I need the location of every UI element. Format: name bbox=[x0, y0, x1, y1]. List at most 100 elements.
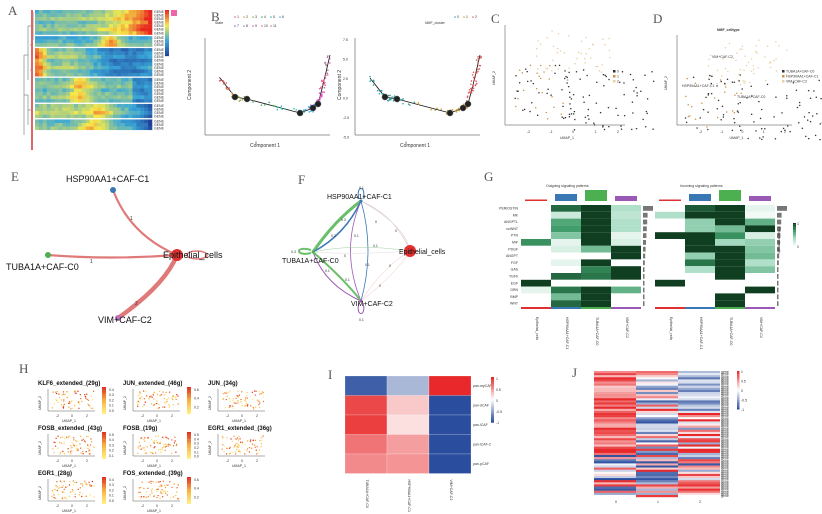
colorbar-segment bbox=[491, 388, 494, 391]
heatmap-cell bbox=[594, 385, 636, 388]
heatmap-cell bbox=[42, 43, 47, 47]
cell-point bbox=[255, 449, 257, 451]
x-tick: 2 bbox=[256, 459, 258, 463]
heatmap-cell bbox=[93, 81, 98, 86]
colorbar-segment bbox=[737, 391, 740, 394]
heatmap-cell bbox=[551, 266, 581, 273]
heatmap-cell bbox=[636, 490, 678, 493]
heatmap-cell bbox=[97, 69, 102, 74]
cell-point bbox=[407, 103, 410, 105]
heatmap-cell bbox=[74, 27, 79, 32]
column-label: HSP90AA1+CAF-C1 bbox=[407, 480, 411, 512]
heatmap-cell bbox=[678, 467, 720, 470]
heatmap-cell bbox=[77, 31, 83, 36]
heatmap-cell bbox=[148, 17, 153, 21]
row-sum-bar bbox=[643, 287, 645, 293]
cell-point bbox=[562, 117, 565, 120]
heatmap-cell bbox=[85, 92, 90, 96]
heatmap-cell bbox=[38, 84, 44, 89]
cell-point bbox=[526, 70, 528, 73]
cell-point bbox=[74, 496, 76, 498]
cell-point bbox=[173, 483, 175, 485]
column-bar bbox=[719, 190, 741, 201]
colorbar-segment bbox=[102, 405, 106, 407]
heatmap-cell bbox=[58, 81, 63, 86]
heatmap-cell bbox=[594, 440, 636, 443]
cell-point bbox=[236, 442, 238, 445]
cell-point bbox=[475, 82, 478, 85]
heatmap-cell bbox=[74, 24, 79, 28]
colorbar-segment bbox=[187, 397, 191, 400]
cell-point bbox=[692, 76, 695, 78]
heatmap-cell bbox=[54, 20, 59, 25]
heatmap-cell bbox=[109, 62, 114, 67]
cell-point bbox=[72, 480, 75, 482]
cell-point bbox=[235, 443, 237, 445]
cell-point bbox=[79, 393, 82, 396]
heatmap-cell bbox=[54, 48, 59, 52]
heatmap-cell bbox=[42, 119, 47, 124]
heatmap-cell bbox=[105, 69, 110, 74]
cell-point bbox=[163, 445, 165, 448]
cell-point bbox=[258, 403, 260, 406]
heatmap-cell bbox=[594, 490, 636, 493]
heatmap-cell bbox=[42, 58, 47, 63]
cell-point bbox=[642, 118, 644, 121]
heatmap-cell bbox=[715, 273, 745, 280]
heatmap-cell bbox=[594, 389, 636, 393]
cell-point bbox=[164, 446, 167, 448]
colorbar-segment bbox=[187, 403, 191, 406]
heatmap-cell bbox=[636, 434, 678, 437]
cell-point bbox=[231, 399, 234, 402]
cell-point bbox=[284, 107, 286, 110]
cell-point bbox=[157, 494, 159, 497]
heatmap-cell bbox=[581, 273, 611, 280]
cell-point bbox=[766, 83, 769, 86]
heatmap-cell bbox=[62, 27, 67, 32]
cell-point bbox=[168, 406, 171, 409]
cluster-separator bbox=[35, 118, 152, 120]
heatmap-cell bbox=[70, 81, 75, 86]
cell-point bbox=[222, 80, 224, 82]
heatmap-cell bbox=[636, 408, 678, 412]
heatmap-cell bbox=[148, 114, 153, 119]
cell-point bbox=[795, 89, 798, 91]
cell-point bbox=[557, 47, 559, 50]
cell-point bbox=[63, 398, 65, 401]
heatmap-cell bbox=[551, 279, 581, 287]
heatmap-cell bbox=[521, 205, 551, 212]
cell-point bbox=[156, 393, 159, 396]
colorbar-segment bbox=[102, 387, 106, 389]
cell-point bbox=[53, 452, 55, 454]
heatmap-cell bbox=[678, 484, 720, 487]
cell-point bbox=[225, 86, 228, 89]
cell-point bbox=[773, 59, 775, 62]
heatmap-cell bbox=[101, 62, 106, 67]
cell-point bbox=[744, 55, 746, 57]
heatmap-cell bbox=[58, 58, 63, 63]
cell-point bbox=[221, 448, 223, 451]
heatmap-cell bbox=[128, 114, 133, 119]
cell-point bbox=[762, 136, 764, 138]
heatmap-cell bbox=[46, 20, 51, 25]
heatmap-cell bbox=[132, 111, 137, 115]
heatmap-cell bbox=[128, 31, 133, 36]
cell-point bbox=[71, 488, 74, 491]
cell-point bbox=[88, 453, 91, 455]
heatmap-cell bbox=[581, 232, 611, 239]
heatmap-cell bbox=[344, 453, 388, 474]
heatmap-cell bbox=[581, 286, 611, 294]
cell-point bbox=[62, 393, 65, 395]
heatmap-cell bbox=[66, 103, 71, 108]
heatmap-cell bbox=[38, 48, 44, 52]
heatmap-cell bbox=[93, 62, 98, 67]
heatmap-cell bbox=[678, 373, 720, 376]
column-bar bbox=[689, 194, 711, 201]
cell-point bbox=[69, 451, 72, 453]
heatmap-cell bbox=[70, 92, 75, 96]
heatmap-cell bbox=[85, 48, 90, 52]
heatmap-cell bbox=[42, 72, 47, 77]
cell-point bbox=[141, 399, 143, 401]
cell-point bbox=[550, 94, 552, 96]
cell-point bbox=[176, 491, 178, 493]
